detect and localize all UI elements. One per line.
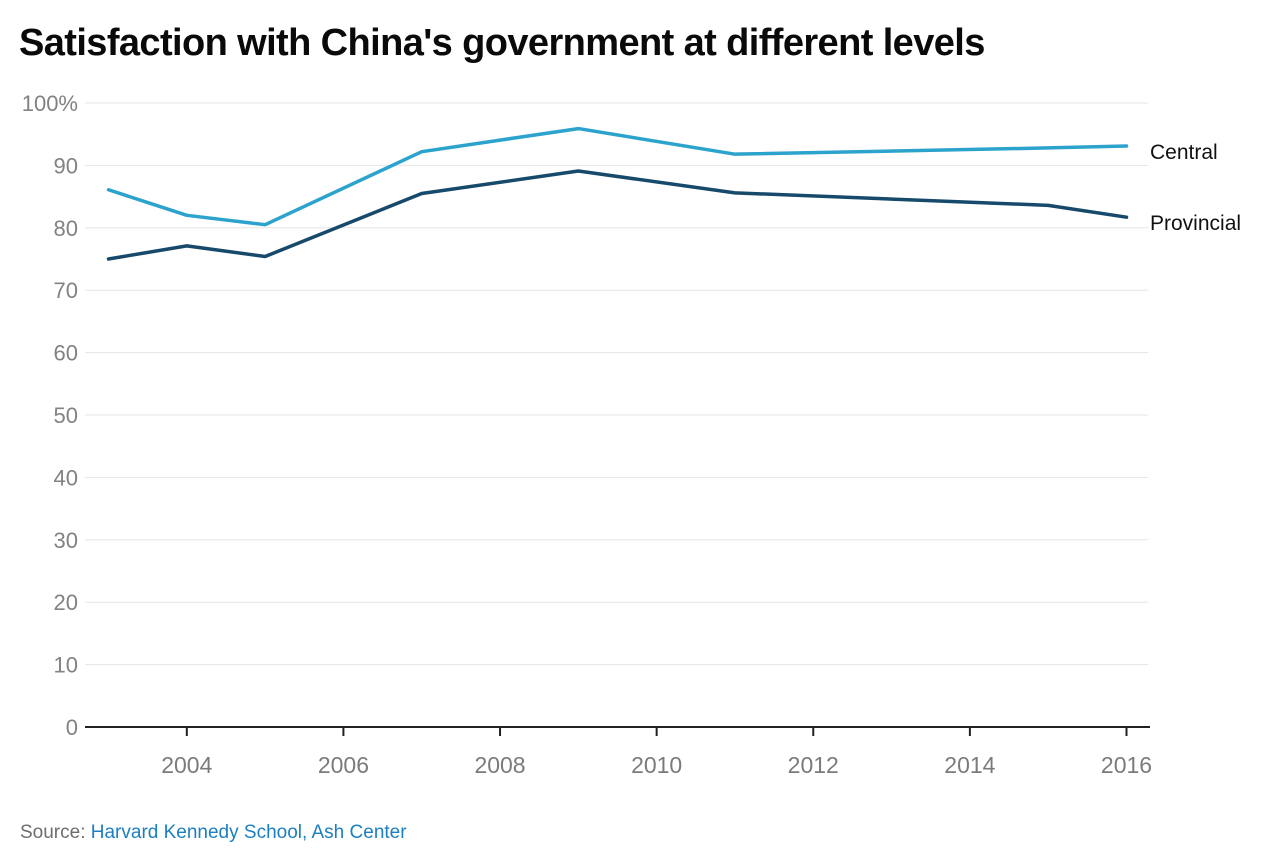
- x-tick-label-2016: 2016: [1101, 752, 1152, 778]
- series-label-central: Central: [1150, 141, 1218, 164]
- x-tick-label-2008: 2008: [474, 752, 525, 778]
- y-tick-label-60: 60: [54, 341, 78, 366]
- x-tick-label-2012: 2012: [788, 752, 839, 778]
- x-tick-label-2010: 2010: [631, 752, 682, 778]
- x-tick-label-2006: 2006: [318, 752, 369, 778]
- x-tick-label-2004: 2004: [161, 752, 212, 778]
- y-tick-label-10: 10: [54, 653, 78, 678]
- source-line: Source: Harvard Kennedy School, Ash Cent…: [20, 822, 407, 844]
- x-tick-label-2014: 2014: [944, 752, 995, 778]
- y-tick-label-40: 40: [54, 465, 78, 490]
- y-tick-label-50: 50: [54, 403, 78, 428]
- y-tick-label-20: 20: [54, 590, 78, 615]
- series-label-provincial: Provincial: [1150, 212, 1241, 235]
- y-tick-label-70: 70: [54, 278, 78, 303]
- y-tick-label-80: 80: [54, 216, 78, 241]
- y-tick-label-0: 0: [66, 715, 78, 740]
- chart-title: Satisfaction with China's government at …: [19, 22, 985, 64]
- source-link[interactable]: Harvard Kennedy School, Ash Center: [90, 822, 407, 843]
- source-label: Source:: [20, 822, 91, 843]
- series-line-provincial: [106, 169, 1129, 261]
- series-line-central: [106, 126, 1129, 227]
- y-tick-label-90: 90: [54, 153, 78, 178]
- y-tick-label-30: 30: [54, 528, 78, 553]
- y-tick-label-100: 100%: [22, 91, 78, 116]
